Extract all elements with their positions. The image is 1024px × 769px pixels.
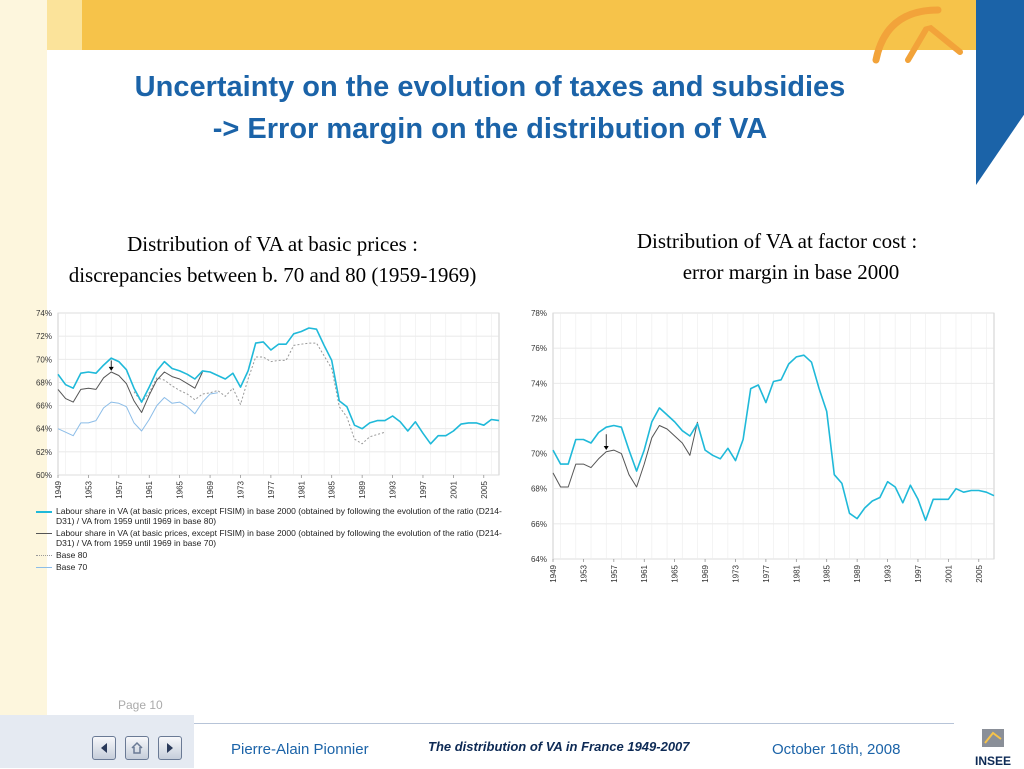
y-tick-label: 62%	[36, 448, 52, 457]
arc-logo-icon	[872, 6, 963, 64]
slide-title: Uncertainty on the evolution of taxes an…	[40, 66, 940, 150]
back-arrow-icon	[101, 743, 107, 753]
legend-label: Labour share in VA (at basic prices, exc…	[56, 506, 502, 526]
x-tick-label: 1961	[145, 480, 154, 498]
legend-swatch	[36, 567, 52, 568]
legend-label: Base 80	[56, 550, 88, 560]
annotation-arrow-head	[108, 366, 114, 371]
x-tick-label: 1985	[823, 564, 832, 582]
legend-swatch	[36, 533, 52, 534]
x-tick-label: 2001	[449, 480, 458, 498]
insee-logo: INSEE	[975, 729, 1011, 768]
x-tick-label: 1993	[884, 564, 893, 582]
y-tick-label: 70%	[36, 355, 52, 364]
x-tick-label: 2001	[944, 564, 953, 582]
top-band	[82, 0, 976, 50]
x-tick-label: 1949	[549, 564, 558, 582]
footer-presentation-title: The distribution of VA in France 1949-20…	[428, 739, 690, 754]
y-tick-label: 74%	[531, 379, 547, 388]
legend-item: Labour share in VA (at basic prices, exc…	[36, 528, 506, 548]
x-tick-label: 1985	[328, 480, 337, 498]
x-tick-label: 1989	[853, 564, 862, 582]
legend-item: Base 70	[36, 562, 506, 572]
x-tick-label: 1989	[358, 480, 367, 498]
title-line-1: Uncertainty on the evolution of taxes an…	[134, 71, 846, 103]
legend-label: Base 70	[56, 562, 88, 572]
top-band-light	[47, 0, 82, 50]
x-tick-label: 1957	[610, 564, 619, 582]
y-tick-label: 68%	[36, 378, 52, 387]
y-tick-label: 72%	[531, 414, 547, 423]
x-tick-label: 1953	[579, 564, 588, 582]
home-button[interactable]	[125, 736, 149, 760]
x-tick-label: 1969	[701, 564, 710, 582]
y-tick-label: 64%	[36, 425, 52, 434]
legend-item: Base 80	[36, 550, 506, 560]
series-line-1	[57, 371, 203, 413]
x-tick-label: 1977	[267, 480, 276, 498]
x-tick-label: 1997	[419, 480, 428, 498]
forward-arrow-icon	[167, 743, 173, 753]
back-button[interactable]	[92, 736, 116, 760]
legend-swatch	[36, 511, 52, 513]
left-chart-caption: Distribution of VA at basic prices : dis…	[20, 229, 525, 291]
series-line-0	[57, 327, 500, 445]
y-tick-label: 78%	[531, 309, 547, 318]
footer: Pierre-Alain Pionnier The distribution o…	[0, 715, 1024, 768]
y-tick-label: 70%	[531, 450, 547, 459]
legend-item: Labour share in VA (at basic prices, exc…	[36, 506, 506, 526]
x-tick-label: 1965	[671, 564, 680, 582]
left-chart: 60% 62% 64% 66% 68% 70% 72% 74% 1949 1953 1957 1961…	[36, 309, 500, 499]
x-tick-label: 1977	[762, 564, 771, 582]
left-chart-legend: Labour share in VA (at basic prices, exc…	[36, 506, 506, 574]
page-number: Page 10	[118, 698, 163, 712]
footer-divider	[194, 723, 954, 724]
y-tick-label: 72%	[36, 332, 52, 341]
left-caption-line-2: discrepancies between b. 70 and 80 (1959…	[68, 263, 477, 287]
title-line-2: -> Error margin on the distribution of V…	[212, 113, 768, 145]
x-tick-label: 1949	[54, 480, 63, 498]
x-tick-label: 1957	[115, 480, 124, 498]
x-tick-label: 2005	[975, 564, 984, 582]
x-tick-label: 1993	[389, 480, 398, 498]
y-tick-label: 66%	[36, 402, 52, 411]
x-tick-label: 1961	[640, 564, 649, 582]
y-tick-label: 64%	[531, 555, 547, 564]
x-tick-label: 1969	[206, 480, 215, 498]
right-caption-line-1: Distribution of VA at factor cost :	[636, 229, 918, 253]
legend-swatch	[36, 555, 52, 556]
x-tick-label: 1973	[236, 480, 245, 498]
left-decor-strip	[0, 0, 47, 715]
left-caption-line-1: Distribution of VA at basic prices :	[127, 232, 418, 256]
series-line-1	[552, 421, 698, 488]
right-chart-caption: Distribution of VA at factor cost : erro…	[592, 226, 962, 288]
forward-button[interactable]	[158, 736, 182, 760]
y-tick-label: 66%	[531, 520, 547, 529]
series-line-0	[552, 354, 995, 522]
right-chart: 64% 66% 68% 70% 72% 74% 76% 78% 1949 1953 1957 1961…	[531, 309, 995, 583]
right-blue-wedge	[976, 0, 1024, 185]
legend-label: Labour share in VA (at basic prices, exc…	[56, 528, 502, 548]
footer-author: Pierre-Alain Pionnier	[231, 741, 369, 758]
x-tick-label: 1973	[731, 564, 740, 582]
right-caption-line-2: error margin in base 2000	[682, 260, 900, 284]
y-tick-label: 68%	[531, 485, 547, 494]
x-tick-label: 1981	[792, 564, 801, 582]
x-tick-label: 1997	[914, 564, 923, 582]
y-tick-label: 60%	[36, 471, 52, 480]
y-tick-label: 74%	[36, 309, 52, 318]
x-tick-label: 1981	[297, 480, 306, 498]
x-tick-label: 1965	[176, 480, 185, 498]
annotation-arrow-head	[603, 446, 609, 451]
footer-date: October 16th, 2008	[772, 741, 901, 758]
home-icon	[131, 741, 143, 754]
x-tick-label: 1953	[84, 480, 93, 498]
x-tick-label: 2005	[480, 480, 489, 498]
y-tick-label: 76%	[531, 344, 547, 353]
insee-logo-text: INSEE	[975, 754, 1011, 768]
series-line-3	[57, 392, 218, 437]
